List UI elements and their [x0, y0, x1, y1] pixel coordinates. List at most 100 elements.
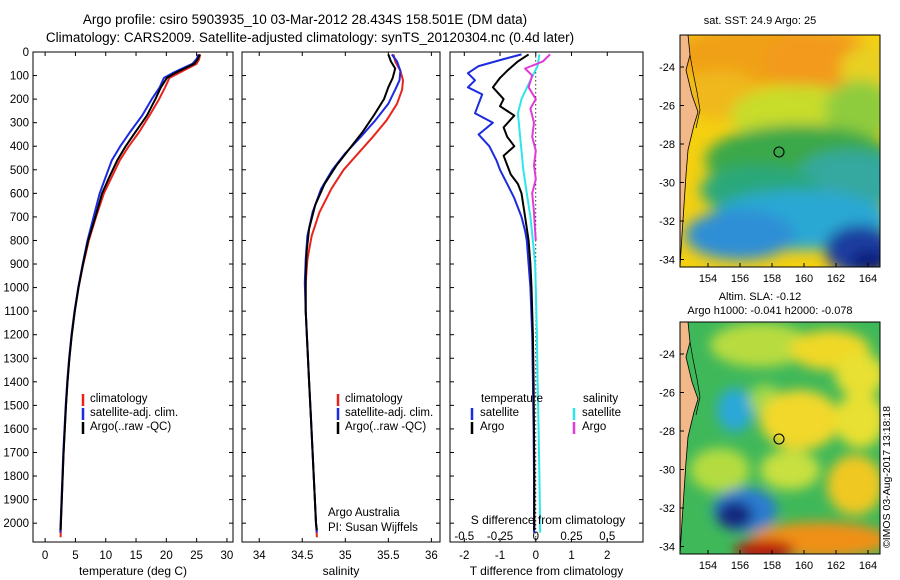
temperature-xtick-label: 10	[99, 550, 112, 562]
depth-tick-label: 1900	[3, 495, 29, 507]
difference-from-climatology-xlabel: T difference from climatology	[470, 564, 624, 578]
depth-tick-label: 200	[10, 94, 29, 106]
map-lat-label: -30	[659, 465, 675, 477]
map-lon-label: 162	[827, 560, 845, 572]
temperature-xtick-label: 20	[160, 550, 173, 562]
depth-tick-label: 800	[10, 235, 29, 247]
map-lon-label: 160	[795, 560, 813, 572]
difference-from-climatology-xtick-label: -1	[495, 550, 505, 562]
depth-tick-label: 1400	[3, 377, 29, 389]
temperature-xtick-label: 5	[72, 550, 78, 562]
map-lon-label: 164	[859, 560, 877, 572]
salinity-xtick-label: 35	[339, 550, 352, 562]
salinity-xlabel: salinity	[323, 564, 360, 578]
depth-tick-label: 600	[10, 188, 29, 200]
sla-map: Altim. SLA: -0.12 Argo h1000: -0.041 h20…	[679, 291, 881, 555]
series-line-salinity-argo	[524, 53, 551, 241]
diff-top-axis-label: S difference from climatology	[471, 513, 626, 527]
series-line-temperature-argo	[491, 53, 536, 531]
map-lat-label: -28	[659, 139, 675, 151]
depth-tick-label: 400	[10, 141, 29, 153]
sla-map-image	[680, 322, 880, 554]
map-lat-label: -34	[659, 542, 675, 554]
map-lon-label: 162	[827, 273, 845, 285]
depth-tick-label: 900	[10, 259, 29, 271]
sal-legend-climatology-label: climatology	[345, 393, 403, 405]
depth-tick-label: 1500	[3, 400, 29, 412]
temperature-xtick-label: 30	[221, 550, 234, 562]
diff-legend-sal-satellite-label: satellite	[582, 407, 621, 419]
map-axes: -24 -26 -28 -30 -32 -34 154 156 158 160 162 164 -24 -…	[659, 62, 877, 572]
difference-from-climatology-xtick-label: -2	[459, 550, 469, 562]
figure-title-line2: Climatology: CARS2009. Satellite-adjuste…	[46, 30, 574, 45]
map-lat-label: -32	[659, 503, 675, 515]
depth-tick-label: 1600	[3, 424, 29, 436]
series-line-argo-raw-qc-	[304, 54, 397, 531]
temperature-plot-area	[32, 51, 234, 543]
depth-tick-label: 1100	[4, 306, 29, 318]
salinity-diff-tick-label: 0	[533, 531, 539, 543]
depth-tick-label: 0	[23, 47, 29, 59]
salinity-xtick-label: 36	[425, 550, 438, 562]
annotation-argo-australia: Argo Australia	[328, 507, 400, 519]
salinity-diff-tick-label: 0.5	[599, 531, 615, 543]
series-line-argo-raw-qc-	[59, 54, 201, 531]
depth-tick-label: 1800	[3, 471, 29, 483]
sst-map-title: sat. SST: 24.9 Argo: 25	[704, 15, 817, 27]
salinity-diff-tick-label: -0.5	[454, 531, 474, 543]
depth-tick-label: 1300	[3, 353, 29, 365]
temp-legend-climatology-label: climatology	[90, 393, 148, 405]
series-line-salinity-satellite	[516, 54, 542, 533]
diff-legend-salinity-title: salinity	[583, 393, 618, 405]
difference-panel: -2 -1 0 1 2 T difference from climatology -0.5…	[449, 51, 644, 578]
map-lon-label: 160	[795, 273, 813, 285]
salinity-plot-area	[241, 51, 441, 543]
sla-map-title-line1: Altim. SLA: -0.12	[719, 291, 802, 303]
sla-map-title-line2: Argo h1000: -0.041 h2000: -0.078	[687, 305, 852, 317]
temperature-xlabel: temperature (deg C)	[79, 564, 187, 578]
salinity-diff-tick-label: 0.25	[560, 531, 582, 543]
difference-from-climatology-xtick-label: 0	[533, 550, 539, 562]
temperature-panel: 0100200300400500600700800900100011001200…	[3, 47, 234, 578]
map-lat-label: -26	[659, 388, 675, 400]
map-lat-label: -28	[659, 426, 675, 438]
salinity-diff-tick-label: -0.25	[487, 531, 513, 543]
temp-legend-argo-label: Argo(..raw -QC)	[90, 421, 171, 433]
difference-from-climatology-xtick-label: 2	[604, 550, 610, 562]
difference-from-climatology-plot-area	[449, 51, 644, 543]
map-lat-label: -24	[659, 62, 675, 74]
annotation-pi-name: PI: Susan Wijffels	[328, 522, 418, 534]
map-lon-label: 156	[731, 560, 749, 572]
sst-profile-location-marker	[773, 146, 785, 158]
diff-legend-sal-argo-label: Argo	[582, 421, 606, 433]
map-lat-label: -34	[659, 255, 675, 267]
map-lat-label: -32	[659, 216, 675, 228]
temperature-xtick-label: 0	[42, 550, 48, 562]
map-lon-label: 154	[699, 273, 717, 285]
salinity-xtick-label: 35.5	[377, 550, 399, 562]
depth-tick-label: 2000	[3, 518, 29, 530]
temp-legend-satellite-label: satellite-adj. clim.	[90, 407, 178, 419]
depth-tick-label: 1700	[3, 447, 29, 459]
map-lon-label: 164	[859, 273, 877, 285]
map-lat-label: -26	[659, 101, 675, 113]
diff-legend-temp-argo-label: Argo	[480, 421, 504, 433]
depth-tick-label: 1000	[3, 283, 29, 295]
depth-tick-label: 700	[10, 212, 29, 224]
map-lon-label: 158	[763, 560, 781, 572]
map-lat-label: -30	[659, 178, 675, 190]
sst-map-image	[680, 35, 880, 267]
temperature-xtick-label: 25	[190, 550, 203, 562]
credit-text: ©IMOS 03-Aug-2017 13:18:18	[881, 406, 893, 548]
sst-map: sat. SST: 24.9 Argo: 25	[679, 15, 881, 268]
sal-legend-satellite-label: satellite-adj. clim.	[345, 407, 433, 419]
salinity-xtick-label: 34	[253, 550, 266, 562]
salinity-xtick-label: 34.5	[291, 550, 313, 562]
salinity-panel: 34 34.5 35 35.5 36 salinity	[241, 51, 441, 578]
diff-legend-temp-satellite-label: satellite	[480, 407, 519, 419]
map-lon-label: 154	[699, 560, 717, 572]
figure-title-line1: Argo profile: csiro 5903935_10 03-Mar-20…	[83, 12, 527, 27]
depth-tick-label: 300	[10, 118, 29, 130]
diff-legend-temperature-title: temperature	[481, 393, 543, 405]
